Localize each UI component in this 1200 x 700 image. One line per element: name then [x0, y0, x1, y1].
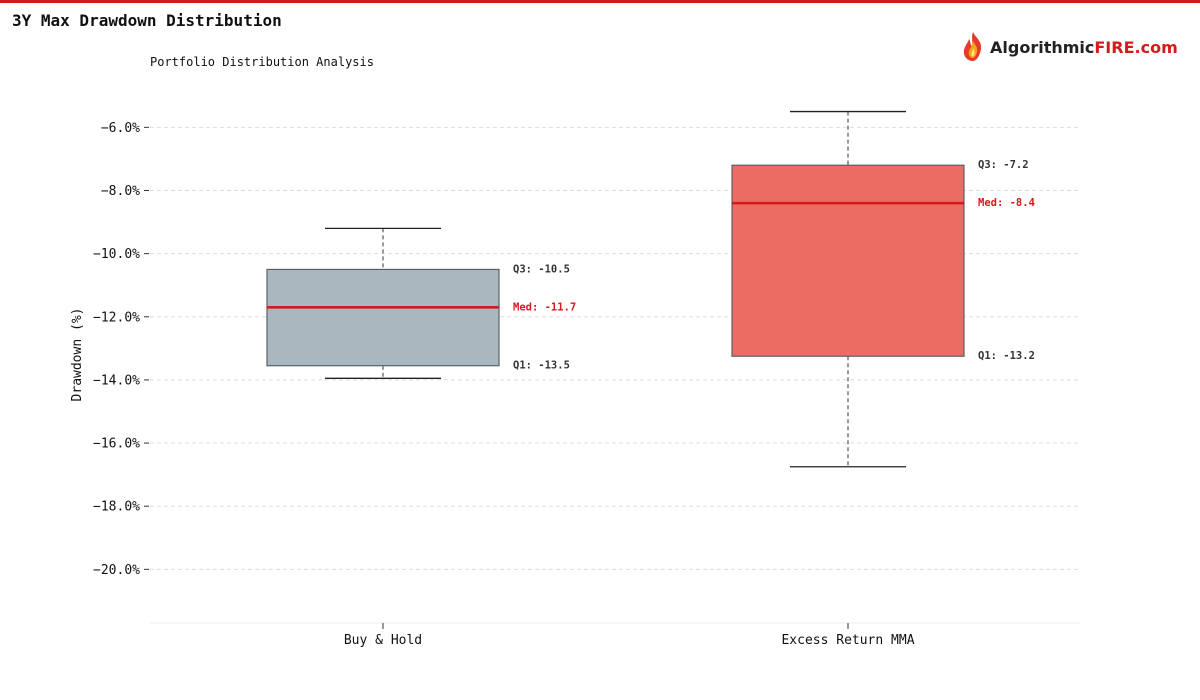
y-tick-label: −14.0%: [93, 373, 140, 388]
y-axis-label: Drawdown (%): [70, 308, 85, 402]
median-annotation: Med: -8.4: [978, 197, 1035, 209]
top-accent-bar: [0, 0, 1200, 3]
y-tick-label: −18.0%: [93, 500, 140, 515]
y-tick-label: −8.0%: [101, 184, 140, 199]
brand-logo[interactable]: AlgorithmicFIRE.com: [960, 30, 1178, 64]
q1-annotation: Q1: -13.5: [513, 360, 570, 372]
y-tick-label: −16.0%: [93, 437, 140, 452]
x-category-label: Buy & Hold: [344, 633, 422, 648]
box-iqr: [266, 268, 500, 367]
chart-title: 3Y Max Drawdown Distribution: [12, 11, 282, 30]
logo-text: AlgorithmicFIRE.com: [990, 38, 1178, 57]
y-tick-label: −10.0%: [93, 247, 140, 262]
box-iqr: [731, 164, 965, 357]
median-annotation: Med: -11.7: [513, 301, 576, 313]
y-tick-label: −6.0%: [101, 121, 140, 136]
logo-text-red: FIRE.com: [1094, 37, 1178, 57]
y-tick-label: −20.0%: [93, 563, 140, 578]
y-tick-label: −12.0%: [93, 310, 140, 325]
q3-annotation: Q3: -10.5: [513, 263, 570, 275]
chart-subtitle: Portfolio Distribution Analysis: [150, 55, 374, 69]
x-category-label: Excess Return MMA: [781, 633, 914, 648]
logo-text-dark: Algorithmic: [990, 37, 1095, 57]
flame-icon: [963, 32, 982, 61]
q3-annotation: Q3: -7.2: [978, 159, 1029, 171]
q1-annotation: Q1: -13.2: [978, 350, 1035, 362]
